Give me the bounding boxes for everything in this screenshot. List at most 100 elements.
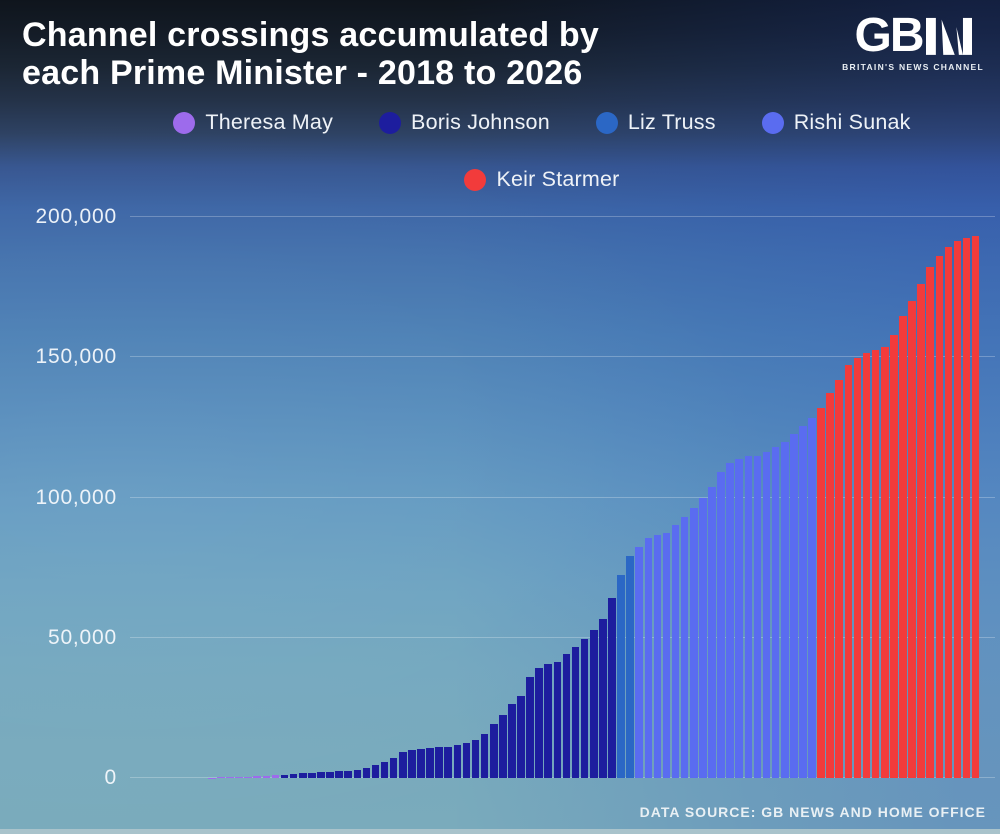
bar bbox=[489, 724, 498, 778]
legend-dot-icon bbox=[595, 111, 618, 134]
bar bbox=[508, 704, 516, 778]
bar bbox=[589, 629, 598, 778]
bar-series bbox=[208, 217, 980, 778]
bar bbox=[371, 765, 380, 778]
bar bbox=[435, 747, 443, 778]
bar bbox=[780, 442, 789, 778]
bar bbox=[389, 757, 398, 778]
bar bbox=[799, 425, 807, 778]
bar bbox=[708, 486, 716, 778]
gbn-logo-tagline: BRITAIN'S NEWS CHANNEL bbox=[842, 62, 984, 72]
bar bbox=[344, 770, 352, 778]
legend-dot-icon bbox=[379, 111, 402, 134]
bar bbox=[499, 714, 507, 778]
bottom-strip bbox=[0, 829, 1000, 834]
legend-label: Boris Johnson bbox=[411, 110, 550, 134]
bar bbox=[262, 776, 271, 778]
bar bbox=[880, 347, 889, 778]
bar bbox=[853, 358, 862, 778]
bar bbox=[962, 238, 971, 778]
bar bbox=[908, 301, 916, 778]
bar bbox=[298, 773, 307, 778]
gridlines bbox=[130, 216, 995, 778]
y-tick-label: 200,000 bbox=[35, 205, 117, 228]
y-tick-label: 100,000 bbox=[35, 485, 117, 509]
y-tick-label: 0 bbox=[104, 766, 117, 789]
bar bbox=[553, 662, 562, 778]
legend-dot-icon bbox=[173, 111, 196, 134]
gridline bbox=[130, 356, 995, 358]
bar bbox=[971, 236, 980, 778]
gridline bbox=[130, 216, 995, 217]
legend-item: Keir Starmer bbox=[464, 167, 619, 192]
bar bbox=[917, 284, 925, 778]
bar bbox=[426, 748, 434, 778]
bar bbox=[890, 334, 898, 778]
bar bbox=[926, 267, 934, 778]
legend-dot-icon bbox=[761, 111, 784, 134]
bar bbox=[362, 767, 371, 778]
legend-item: Theresa May bbox=[173, 110, 333, 135]
bar bbox=[235, 777, 243, 778]
bar bbox=[335, 771, 343, 778]
legend-label: Rishi Sunak bbox=[793, 110, 911, 134]
bar bbox=[935, 256, 944, 778]
y-tick-label: 50,000 bbox=[47, 625, 117, 649]
bar bbox=[835, 379, 844, 778]
page-title: Channel crossings accumulated by each Pr… bbox=[22, 16, 599, 92]
bar bbox=[535, 668, 543, 778]
bar bbox=[662, 533, 671, 778]
bar bbox=[953, 241, 962, 778]
legend-row-2: Keir Starmer bbox=[42, 167, 1000, 192]
bar bbox=[471, 739, 480, 778]
bar bbox=[444, 746, 453, 778]
bar bbox=[644, 538, 653, 778]
gridline bbox=[130, 777, 995, 778]
bar bbox=[689, 508, 698, 778]
gbn-logo: GB BRITAIN'S NEWS CHANNEL bbox=[842, 9, 984, 73]
gbn-logo-n-icon bbox=[925, 17, 972, 55]
gridline bbox=[130, 636, 995, 638]
bar bbox=[671, 525, 680, 778]
page-title-line2: each Prime Minister - 2018 to 2026 bbox=[22, 54, 583, 92]
bar bbox=[808, 418, 816, 778]
bar bbox=[408, 749, 416, 778]
bar bbox=[353, 769, 362, 778]
bar bbox=[744, 456, 753, 778]
bar bbox=[462, 742, 471, 778]
bar bbox=[680, 516, 689, 778]
bar bbox=[517, 695, 525, 778]
bar bbox=[571, 646, 580, 778]
legend-dot-icon bbox=[464, 168, 487, 191]
bar bbox=[899, 316, 907, 778]
bar bbox=[762, 452, 771, 778]
bar bbox=[944, 247, 953, 778]
bar bbox=[626, 555, 634, 778]
bar bbox=[280, 774, 289, 778]
bar bbox=[380, 762, 389, 778]
legend-label: Liz Truss bbox=[627, 110, 716, 134]
bar bbox=[599, 618, 607, 778]
bar bbox=[871, 349, 880, 778]
bar bbox=[526, 677, 534, 778]
bar bbox=[226, 777, 234, 778]
bar bbox=[635, 547, 643, 778]
bar bbox=[253, 776, 262, 778]
bar bbox=[735, 458, 744, 778]
y-tick-label: 150,000 bbox=[35, 345, 117, 369]
page-title-line1: Channel crossings accumulated by bbox=[22, 16, 600, 54]
bar bbox=[771, 447, 780, 778]
bar bbox=[699, 497, 707, 778]
gridline bbox=[130, 496, 995, 498]
bar bbox=[726, 462, 734, 778]
bar bbox=[480, 733, 489, 778]
bar bbox=[326, 771, 334, 778]
bar bbox=[544, 664, 553, 778]
bar bbox=[580, 638, 589, 778]
bar bbox=[244, 776, 252, 778]
gbn-logo-text: GB bbox=[854, 9, 925, 62]
bar bbox=[617, 575, 625, 778]
bar bbox=[790, 434, 798, 778]
bar bbox=[562, 654, 571, 778]
bar bbox=[817, 408, 825, 778]
